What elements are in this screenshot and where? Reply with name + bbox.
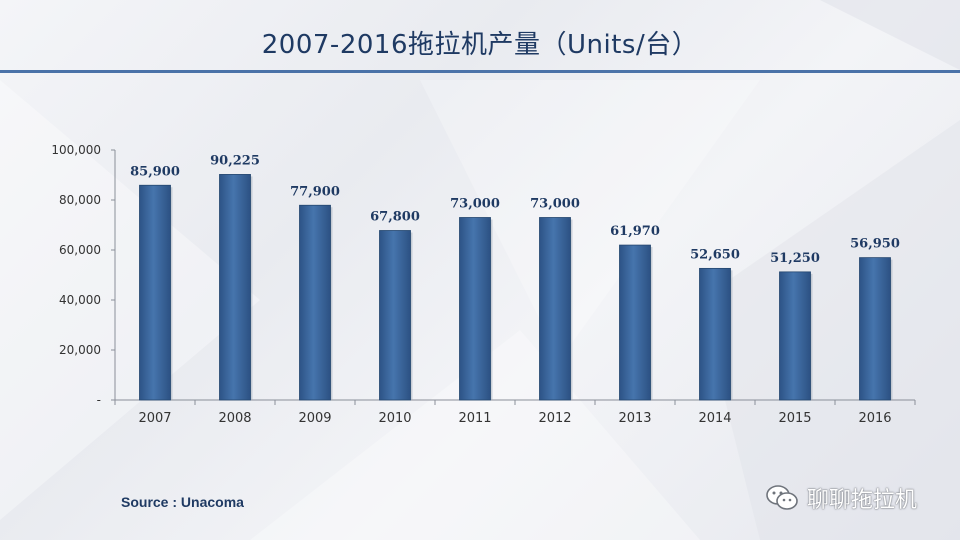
watermark: 聊聊拖拉机: [765, 480, 917, 516]
page-title: 2007-2016拖拉机产量（Units/台）: [261, 30, 699, 60]
x-tick-label: 2016: [858, 411, 891, 426]
y-tick-label: -: [97, 393, 101, 407]
source-note: Source : Unacoma: [121, 494, 244, 510]
x-tick-label: 2010: [378, 411, 411, 426]
x-tick-label: 2015: [778, 411, 811, 426]
bar: [779, 271, 811, 401]
x-tick-label: 2011: [458, 411, 491, 426]
bar: [699, 267, 731, 401]
y-tick-label: 20,000: [59, 343, 101, 357]
bar: [859, 257, 891, 401]
data-label: 77,900: [290, 184, 340, 199]
data-label: 51,250: [770, 251, 820, 266]
title-divider: [0, 70, 960, 73]
x-tick-label: 2009: [298, 411, 331, 426]
x-tick-label: 2014: [698, 411, 731, 426]
bar: [219, 174, 251, 401]
data-label: 85,900: [130, 164, 180, 179]
x-axis: 2007 2008 2009 2010 2011 2012 2013 2014 2015 2016: [114, 399, 916, 426]
x-tick-label: 2012: [538, 411, 571, 426]
x-tick-label: 2013: [618, 411, 651, 426]
y-tick-label: 80,000: [59, 193, 101, 207]
bar: [379, 230, 411, 401]
data-label: 61,970: [610, 224, 660, 239]
bar: [619, 244, 651, 401]
bar: [139, 184, 171, 401]
y-tick-label: 40,000: [59, 293, 101, 307]
bars: [139, 174, 893, 401]
y-tick-label: 60,000: [59, 243, 101, 257]
data-label: 56,950: [850, 237, 900, 252]
watermark-text: 聊聊拖拉机: [807, 488, 918, 513]
y-axis: - 20,000 40,000 60,000 80,000 100,000: [51, 143, 116, 407]
data-label: 73,000: [530, 197, 580, 212]
bar: [299, 204, 331, 401]
x-tick-label: 2008: [218, 411, 251, 426]
y-tick-label: 100,000: [51, 143, 101, 157]
data-label: 73,000: [450, 197, 500, 212]
wechat-icon: [766, 485, 798, 510]
data-label: 90,225: [210, 153, 260, 168]
data-label: 67,800: [370, 210, 420, 225]
data-labels: 85,900 90,225 77,900 67,800 73,000 73,000 61,9…: [130, 153, 900, 265]
bar: [459, 217, 491, 401]
bar: [539, 217, 571, 401]
data-label: 52,650: [690, 247, 740, 262]
x-tick-label: 2007: [138, 411, 171, 426]
